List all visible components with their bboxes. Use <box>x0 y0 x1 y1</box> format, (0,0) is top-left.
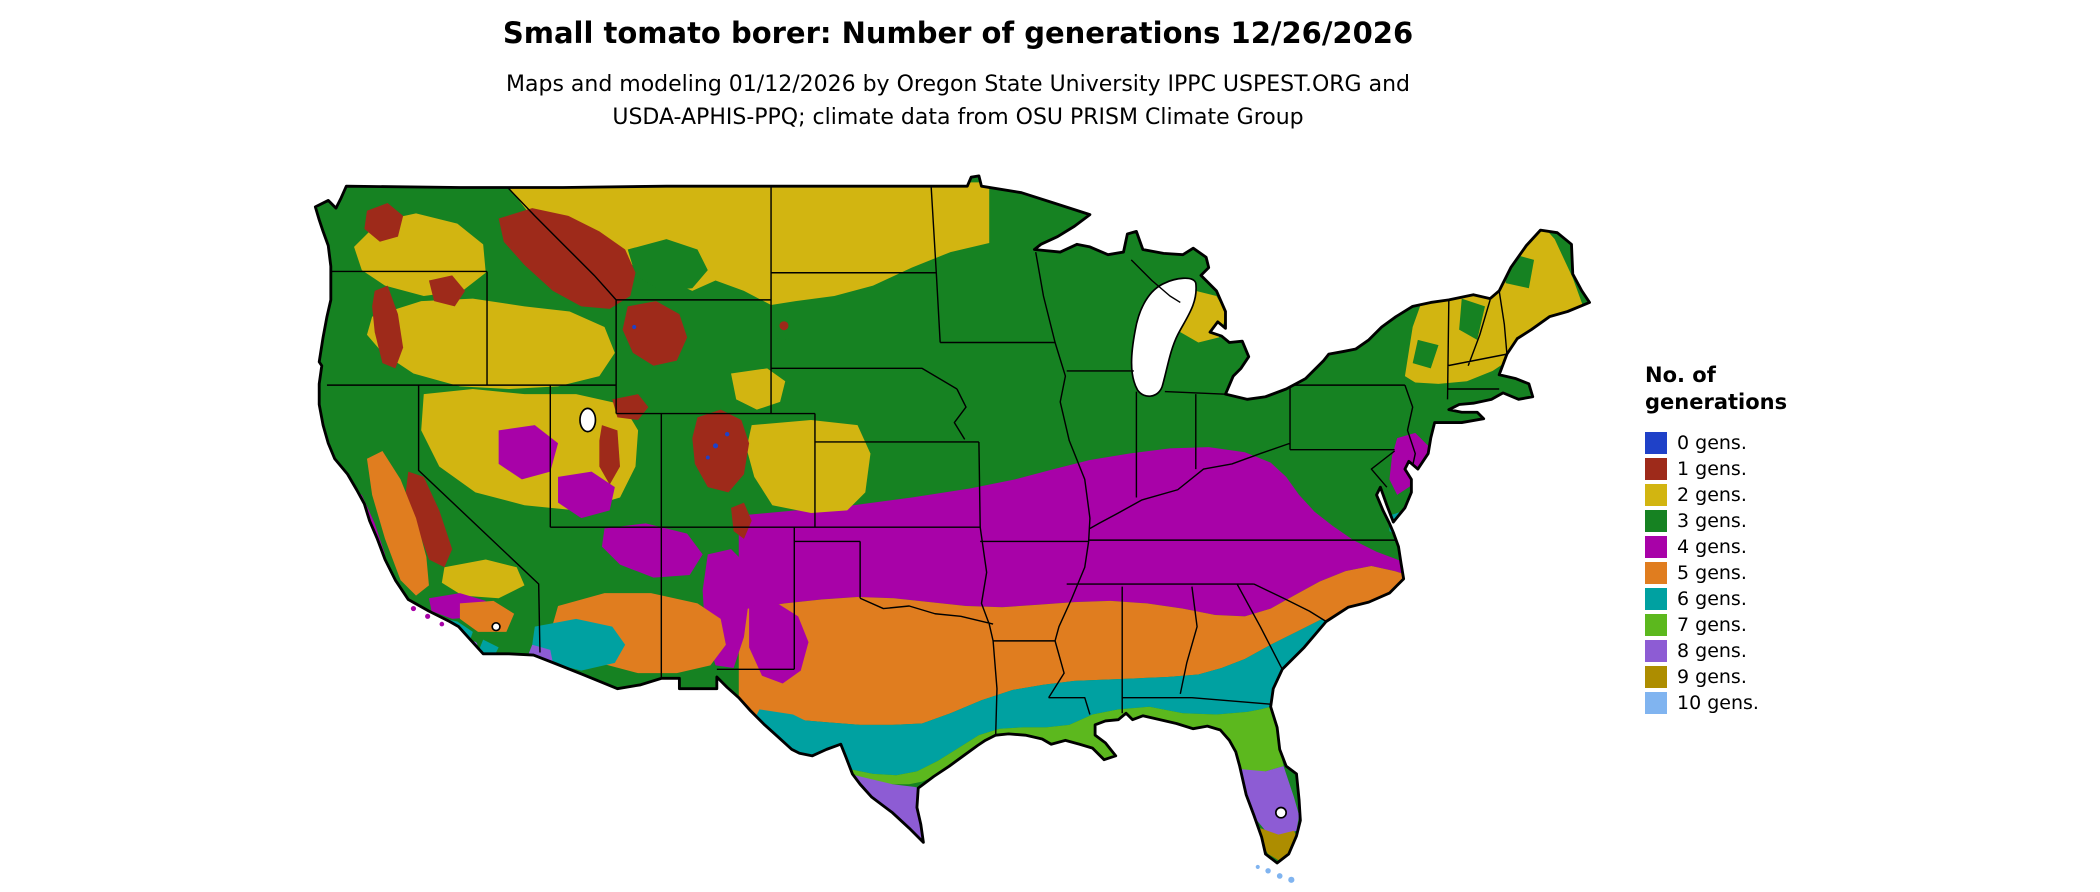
map-region-10-gens-keys <box>1255 864 1295 883</box>
map-subtitle-line2: USDA-APHIS-PPQ; climate data from OSU PR… <box>612 105 1304 130</box>
legend-label-8-gens: 8 gens. <box>1677 640 1747 662</box>
map-subtitle-line1: Maps and modeling 01/12/2026 by Oregon S… <box>506 72 1410 97</box>
legend-item: 5 gens. <box>1645 562 1865 584</box>
legend-label-5-gens: 5 gens. <box>1677 562 1747 584</box>
legend-title: No. of generations <box>1645 362 1865 416</box>
map-title: Small tomato borer: Number of generation… <box>502 16 1414 50</box>
legend-item: 8 gens. <box>1645 640 1865 662</box>
legend-label-0-gens: 0 gens. <box>1677 432 1747 454</box>
legend: No. of generations 0 gens. 1 gens. 2 gen… <box>1645 362 1865 718</box>
legend-swatch-8-gens <box>1645 640 1667 662</box>
salton-sea <box>491 621 501 632</box>
legend-swatch-6-gens <box>1645 588 1667 610</box>
header: Small tomato borer: Number of generation… <box>0 16 1916 134</box>
legend-item: 9 gens. <box>1645 666 1865 688</box>
channel-islands <box>410 606 445 627</box>
legend-swatch-2-gens <box>1645 484 1667 506</box>
lake-michigan <box>1130 277 1197 397</box>
legend-swatch-7-gens <box>1645 614 1667 636</box>
legend-item: 4 gens. <box>1645 536 1865 558</box>
legend-swatch-5-gens <box>1645 562 1667 584</box>
map-raster-regions <box>315 175 1590 864</box>
legend-item: 10 gens. <box>1645 692 1865 714</box>
legend-label-6-gens: 6 gens. <box>1677 588 1747 610</box>
legend-swatch-9-gens <box>1645 666 1667 688</box>
legend-label-7-gens: 7 gens. <box>1677 614 1747 636</box>
state-borders <box>326 185 1508 736</box>
legend-swatch-4-gens <box>1645 536 1667 558</box>
legend-swatch-1-gens <box>1645 458 1667 480</box>
legend-item: 2 gens. <box>1645 484 1865 506</box>
legend-label-2-gens: 2 gens. <box>1677 484 1747 506</box>
legend-title-line2: generations <box>1645 390 1788 414</box>
us-generations-map <box>305 172 1596 885</box>
legend-label-10-gens: 10 gens. <box>1677 692 1759 714</box>
us-map-svg <box>313 174 1591 883</box>
legend-title-line1: No. of <box>1645 363 1716 387</box>
legend-item: 1 gens. <box>1645 458 1865 480</box>
great-salt-lake <box>579 407 597 433</box>
legend-swatch-3-gens <box>1645 510 1667 532</box>
legend-item: 3 gens. <box>1645 510 1865 532</box>
legend-label-9-gens: 9 gens. <box>1677 666 1747 688</box>
legend-swatch-0-gens <box>1645 432 1667 454</box>
legend-label-1-gens: 1 gens. <box>1677 458 1747 480</box>
map-region-3-gens-newengland-patches <box>1412 252 1535 369</box>
lakes <box>491 277 1287 819</box>
map-region-7-gens <box>738 706 1284 785</box>
legend-item: 6 gens. <box>1645 588 1865 610</box>
legend-label-3-gens: 3 gens. <box>1677 510 1747 532</box>
map-region-0-gens <box>632 324 730 460</box>
legend-label-4-gens: 4 gens. <box>1677 536 1747 558</box>
legend-swatch-10-gens <box>1645 692 1667 714</box>
legend-item: 0 gens. <box>1645 432 1865 454</box>
legend-item: 7 gens. <box>1645 614 1865 636</box>
lake-okeechobee <box>1274 806 1287 819</box>
